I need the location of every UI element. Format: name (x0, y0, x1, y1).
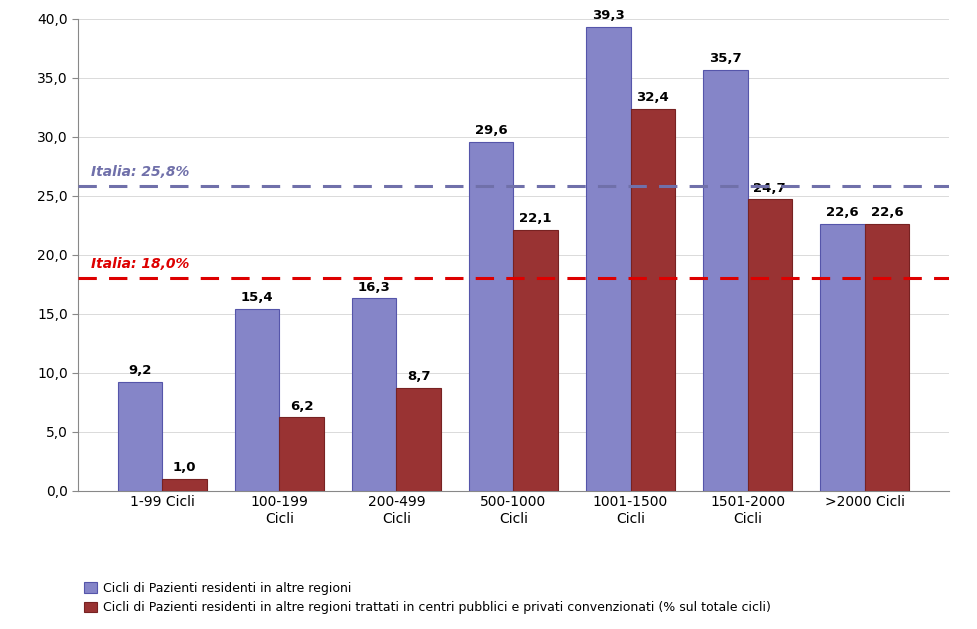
Bar (234, 309, 279, 491)
Text: 35,7: 35,7 (708, 52, 741, 65)
Text: Italia: 25,8%: Italia: 25,8% (91, 165, 190, 179)
Bar (396, 388, 441, 491)
Bar (702, 70, 746, 491)
Text: 1,0: 1,0 (173, 461, 196, 474)
Bar (469, 142, 513, 491)
Bar (820, 224, 864, 491)
Text: 22,1: 22,1 (519, 212, 551, 225)
Bar (630, 108, 674, 491)
Text: 32,4: 32,4 (636, 91, 668, 104)
Bar (585, 27, 630, 491)
Text: 6,2: 6,2 (289, 400, 313, 413)
Text: 39,3: 39,3 (591, 9, 624, 23)
Text: Italia: 18,0%: Italia: 18,0% (91, 257, 190, 271)
Legend: Cicli di Pazienti residenti in altre regioni, Cicli di Pazienti residenti in alt: Cicli di Pazienti residenti in altre reg… (84, 582, 770, 614)
Bar (513, 230, 557, 491)
Bar (864, 224, 909, 491)
Bar (746, 199, 791, 491)
Bar (279, 418, 323, 491)
Bar (352, 298, 396, 491)
Text: 9,2: 9,2 (128, 364, 151, 377)
Text: 16,3: 16,3 (358, 281, 390, 294)
Text: 22,6: 22,6 (826, 206, 858, 220)
Bar (117, 382, 162, 491)
Text: 24,7: 24,7 (752, 182, 786, 194)
Text: 29,6: 29,6 (475, 124, 507, 136)
Text: 8,7: 8,7 (406, 370, 430, 383)
Text: 22,6: 22,6 (870, 206, 902, 220)
Text: 15,4: 15,4 (240, 291, 274, 304)
Bar (162, 479, 206, 491)
